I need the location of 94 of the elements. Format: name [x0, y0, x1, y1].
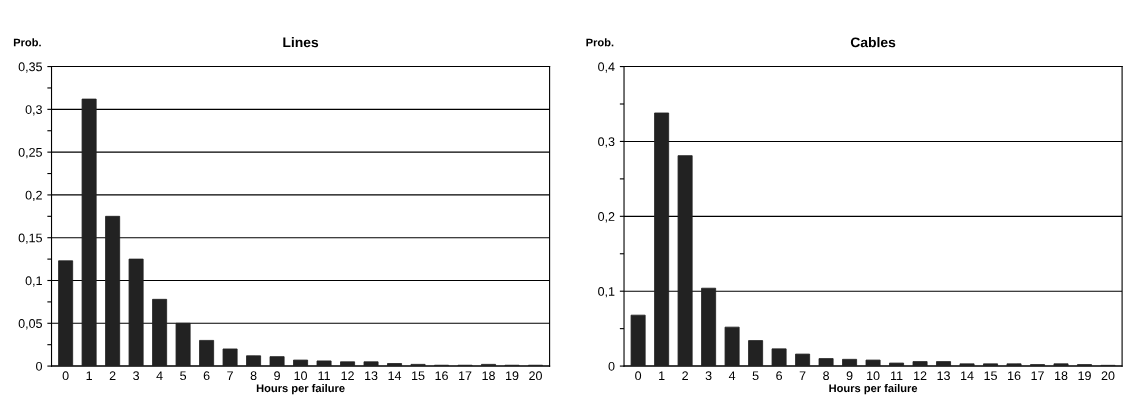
x-tick-label: 13: [365, 371, 378, 381]
bar: [771, 348, 787, 367]
bar: [128, 258, 144, 367]
bar: [936, 361, 952, 367]
x-tick-label: 16: [1008, 371, 1021, 381]
bar: [654, 112, 670, 367]
chart-title: Lines: [283, 37, 319, 48]
x-tick-label: 9: [274, 371, 280, 381]
bar: [316, 360, 332, 367]
x-tick-label: 9: [846, 371, 853, 381]
bar: [983, 363, 998, 367]
bar: [677, 155, 693, 367]
x-tick-label: 14: [961, 371, 974, 380]
x-tick-label: 10: [867, 371, 880, 381]
bar: [842, 358, 858, 367]
x-tick-label: 18: [482, 371, 495, 381]
x-tick-label: 12: [341, 371, 354, 380]
bar: [889, 362, 905, 367]
y-axis-title: Prob.: [586, 38, 614, 47]
bar: [58, 260, 74, 367]
x-tick-label: 7: [227, 371, 233, 380]
x-tick-label: 4: [156, 371, 163, 380]
y-tick-label: 0,1: [25, 276, 42, 287]
bar: [175, 322, 191, 367]
x-tick-label: 0: [62, 371, 69, 381]
x-tick-label: 2: [682, 371, 688, 380]
bar: [363, 361, 379, 367]
bar: [152, 298, 168, 367]
bar: [748, 340, 764, 367]
bar: [199, 339, 215, 367]
y-tick-label: 0,3: [25, 105, 42, 116]
bar: [105, 215, 121, 367]
x-tick-label: 6: [776, 371, 783, 381]
x-tick-label: 3: [705, 371, 712, 381]
x-tick-label: 6: [203, 371, 210, 381]
x-tick-label: 12: [914, 371, 927, 380]
bar: [340, 361, 356, 367]
x-tick-label: 1: [86, 371, 92, 380]
y-tick-label: 0,1: [598, 287, 615, 298]
x-tick-label: 17: [1031, 371, 1044, 380]
x-tick-label: 15: [984, 371, 997, 381]
bar: [724, 326, 740, 367]
x-tick-label: 1: [659, 371, 665, 380]
x-tick-label: 16: [435, 371, 448, 381]
x-tick-label: 19: [1078, 371, 1091, 381]
chart-title: Cables: [850, 37, 896, 48]
bar: [293, 359, 309, 367]
bar: [865, 359, 881, 367]
x-tick-label: 5: [752, 371, 759, 381]
bar: [269, 356, 285, 367]
y-tick-label: 0: [608, 361, 615, 371]
y-tick-label: 0,05: [18, 319, 42, 330]
x-axis-title: Hours per failure: [829, 383, 918, 395]
bar: [222, 348, 238, 367]
bar: [1053, 363, 1069, 367]
x-tick-label: 11: [318, 371, 330, 380]
y-tick-label: 0,35: [18, 62, 42, 73]
x-tick-label: 20: [529, 371, 542, 381]
x-tick-label: 0: [635, 371, 642, 381]
x-tick-label: 8: [823, 371, 830, 381]
y-tick-label: 0,15: [18, 233, 42, 244]
x-tick-label: 4: [728, 371, 736, 380]
bar: [701, 287, 717, 367]
bar: [912, 361, 928, 367]
y-tick-label: 0: [36, 361, 43, 371]
y-tick-label: 0,2: [598, 212, 615, 223]
y-tick-label: 0,4: [598, 62, 615, 73]
y-tick-label: 0,25: [18, 147, 42, 159]
x-tick-label: 7: [799, 371, 806, 380]
bar: [818, 358, 834, 367]
x-tick-label: 19: [506, 371, 519, 381]
x-tick-label: 18: [1055, 371, 1068, 381]
x-tick-label: 13: [937, 371, 950, 381]
x-tick-label: 17: [459, 371, 472, 380]
x-tick-label: 2: [109, 371, 116, 380]
bar: [387, 363, 403, 367]
x-tick-label: 20: [1101, 371, 1115, 381]
x-tick-label: 14: [388, 371, 402, 380]
x-axis-title: Hours per failure: [256, 383, 345, 395]
y-tick-label: 0,3: [598, 137, 615, 148]
x-tick-label: 11: [891, 371, 903, 380]
x-tick-label: 3: [133, 371, 140, 381]
x-tick-label: 8: [250, 371, 257, 381]
bar: [959, 363, 975, 367]
bar: [81, 98, 97, 367]
x-tick-label: 5: [180, 371, 187, 381]
bar: [1006, 363, 1022, 367]
bar: [795, 353, 811, 367]
bar: [246, 355, 262, 367]
bar: [630, 314, 646, 367]
y-axis-title: Prob.: [13, 38, 41, 47]
x-tick-label: 10: [294, 371, 308, 381]
y-tick-label: 0,2: [25, 190, 42, 202]
x-tick-label: 15: [412, 371, 425, 381]
